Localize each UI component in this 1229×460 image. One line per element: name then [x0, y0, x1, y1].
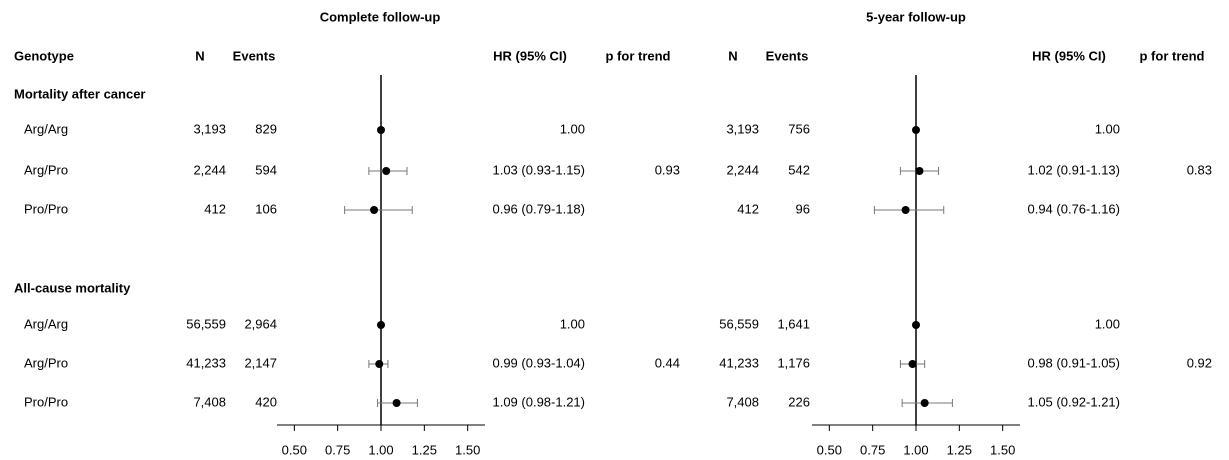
x-tick-label: 0.50 — [282, 442, 307, 457]
x-tick-label: 1.50 — [455, 442, 480, 457]
hr-value: 1.00 — [560, 316, 585, 331]
events-value: 594 — [255, 162, 277, 177]
events-value: 2,964 — [244, 316, 277, 331]
events-value: 1,641 — [777, 316, 810, 331]
n-value: 56,559 — [719, 316, 759, 331]
genotype-label: Arg/Pro — [24, 162, 68, 177]
x-tick-label: 0.50 — [817, 442, 842, 457]
hr-point — [915, 167, 924, 175]
events-value: 2,147 — [244, 355, 277, 370]
n-value: 7,408 — [726, 394, 759, 409]
hr-value: 1.00 — [1095, 316, 1120, 331]
hr-point — [370, 206, 379, 214]
x-tick-label: 1.50 — [990, 442, 1015, 457]
hr-value: 0.99 (0.93-1.04) — [492, 355, 585, 370]
events-value: 420 — [255, 394, 277, 409]
hr-point — [908, 360, 917, 368]
hr-header: HR (95% CI) — [1032, 48, 1106, 63]
n-value: 3,193 — [193, 121, 226, 136]
genotype-label: Pro/Pro — [24, 394, 68, 409]
x-tick-label: 1.00 — [368, 442, 393, 457]
genotype-label: Arg/Pro — [24, 355, 68, 370]
hr-point — [901, 206, 910, 214]
hr-point — [375, 360, 384, 368]
panel-title: 5-year follow-up — [866, 9, 966, 24]
hr-value: 0.96 (0.79-1.18) — [492, 201, 585, 216]
group-title: Mortality after cancer — [14, 86, 146, 101]
genotype-header: Genotype — [14, 48, 74, 63]
n-value: 41,233 — [719, 355, 759, 370]
hr-value: 1.03 (0.93-1.15) — [492, 162, 585, 177]
n-value: 412 — [737, 201, 759, 216]
n-value: 56,559 — [186, 316, 226, 331]
hr-point — [920, 399, 929, 407]
hr-value: 1.00 — [1095, 121, 1120, 136]
hr-point — [377, 321, 385, 329]
events-value: 96 — [796, 201, 810, 216]
hr-value: 1.00 — [560, 121, 585, 136]
genotype-label: Arg/Arg — [24, 316, 68, 331]
events-value: 226 — [788, 394, 810, 409]
n-header: N — [728, 48, 737, 63]
events-value: 756 — [788, 121, 810, 136]
n-value: 2,244 — [726, 162, 759, 177]
hr-value: 0.94 (0.76-1.16) — [1027, 201, 1120, 216]
p-value: 0.44 — [655, 355, 680, 370]
genotype-label: Pro/Pro — [24, 201, 68, 216]
n-value: 3,193 — [726, 121, 759, 136]
n-value: 41,233 — [186, 355, 226, 370]
x-tick-label: 0.75 — [325, 442, 350, 457]
hr-value: 0.98 (0.91-1.05) — [1027, 355, 1120, 370]
hr-header: HR (95% CI) — [493, 48, 567, 63]
hr-point — [392, 399, 401, 407]
events-value: 542 — [788, 162, 810, 177]
hr-value: 1.05 (0.92-1.21) — [1027, 394, 1120, 409]
p-header: p for trend — [1140, 48, 1205, 63]
n-value: 7,408 — [193, 394, 226, 409]
hr-value: 1.09 (0.98-1.21) — [492, 394, 585, 409]
hr-point — [912, 126, 920, 134]
hr-point — [377, 126, 385, 134]
hr-point — [382, 167, 391, 175]
n-value: 2,244 — [193, 162, 226, 177]
events-value: 1,176 — [777, 355, 810, 370]
x-tick-label: 1.00 — [903, 442, 928, 457]
p-value: 0.92 — [1187, 355, 1212, 370]
panel-title: Complete follow-up — [320, 9, 441, 24]
n-header: N — [195, 48, 204, 63]
p-value: 0.83 — [1187, 162, 1212, 177]
x-tick-label: 0.75 — [860, 442, 885, 457]
n-value: 412 — [204, 201, 226, 216]
events-header: Events — [766, 48, 809, 63]
x-tick-label: 1.25 — [412, 442, 437, 457]
x-tick-label: 1.25 — [947, 442, 972, 457]
p-header: p for trend — [606, 48, 671, 63]
genotype-label: Arg/Arg — [24, 121, 68, 136]
events-header: Events — [233, 48, 276, 63]
hr-value: 1.02 (0.91-1.13) — [1027, 162, 1120, 177]
events-value: 106 — [255, 201, 277, 216]
events-value: 829 — [255, 121, 277, 136]
hr-point — [912, 321, 920, 329]
p-value: 0.93 — [655, 162, 680, 177]
group-title: All-cause mortality — [14, 280, 131, 295]
